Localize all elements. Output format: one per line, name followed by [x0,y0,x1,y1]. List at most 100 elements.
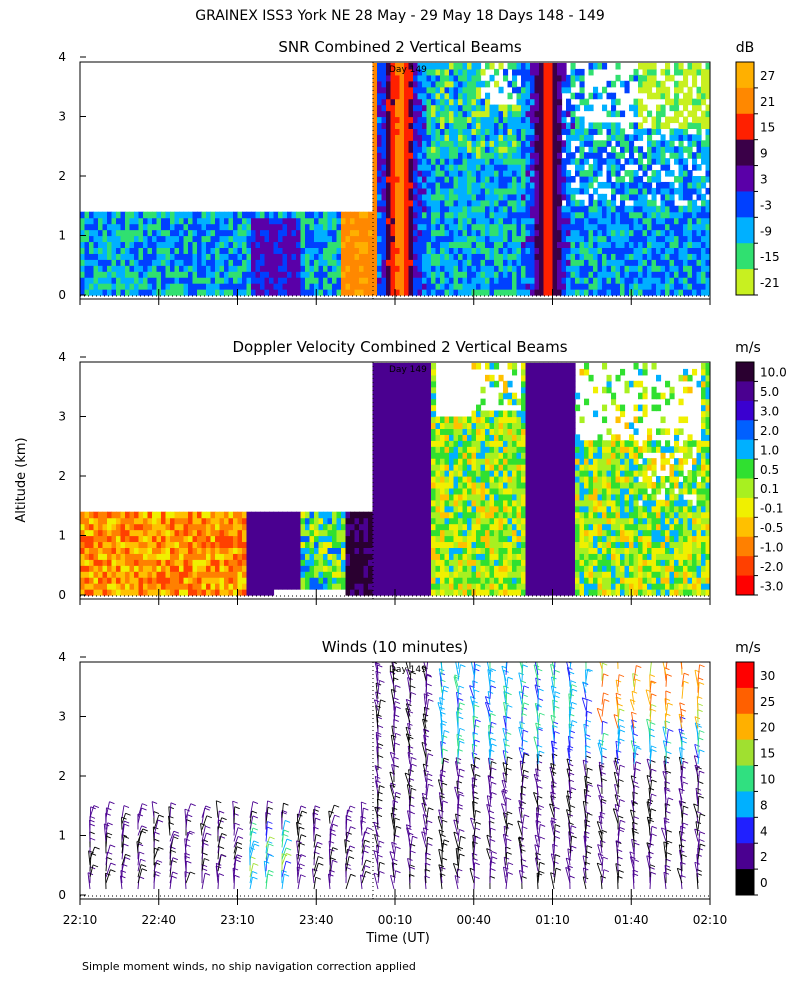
heatmap-cell [179,289,185,296]
heatmap-cell [444,116,450,124]
heatmap-cell [539,134,545,141]
heatmap-cell [530,247,536,254]
heatmap-cell [381,499,387,507]
heatmap-cell [408,223,414,231]
heatmap-cell [453,164,459,171]
heatmap-cell [381,241,387,248]
heatmap-cell [696,253,702,260]
heatmap-cell [237,553,243,560]
heatmap-cell [435,265,441,272]
heatmap-cell [390,80,396,88]
heatmap-cell [107,547,113,554]
heatmap-cell [372,152,378,159]
heatmap-cell [638,205,644,213]
heatmap-cell [179,253,185,260]
heatmap-cell [593,164,599,171]
heatmap-cell [413,434,419,441]
heatmap-cell [611,211,617,219]
heatmap-cell [507,152,513,159]
heatmap-cell [386,535,392,543]
heatmap-cell [449,283,455,290]
heatmap-cell [503,193,509,201]
heatmap-cell [471,68,477,76]
heatmap-cell [381,446,387,453]
heatmap-cell [174,529,180,537]
heatmap-cell [449,205,455,213]
heatmap-cell [174,211,180,219]
heatmap-cell [237,517,243,525]
heatmap-cell [417,152,423,159]
heatmap-cell [404,170,410,177]
heatmap-cell [395,571,401,578]
heatmap-cell [399,428,405,435]
heatmap-cell [525,205,531,213]
heatmap-cell [417,517,423,525]
heatmap-cell [458,283,464,290]
heatmap-cell [296,265,302,272]
heatmap-cell [282,535,288,543]
heatmap-cell [305,511,311,519]
heatmap-cell [305,529,311,537]
heatmap-cell [251,241,257,248]
heatmap-cell [408,398,414,406]
heatmap-cell [273,217,279,225]
heatmap-cell [705,229,710,237]
heatmap-cell [435,181,441,189]
heatmap-cell [593,146,599,153]
heatmap-cell [669,277,675,284]
heatmap-cell [588,104,594,112]
heatmap-cell [372,416,378,424]
heatmap-cell [561,86,567,94]
heatmap-cell [584,271,590,278]
heatmap-cell [516,199,522,207]
heatmap-cell [390,241,396,248]
heatmap-cell [413,511,419,519]
heatmap-cell [408,235,414,243]
heatmap-cell [233,517,239,525]
heatmap-cell [656,170,662,177]
heatmap-cell [156,541,162,548]
heatmap-cell [467,134,473,141]
heatmap-cell [170,571,176,578]
heatmap-cell [323,511,329,519]
heatmap-cell [561,176,567,183]
heatmap-cell [462,199,468,207]
heatmap-cell [89,271,95,278]
heatmap-cell [530,187,536,195]
heatmap-cell [156,241,162,248]
heatmap-cell [309,223,315,231]
heatmap-cell [309,271,315,278]
heatmap-cell [552,235,558,243]
heatmap-cell [264,223,270,231]
heatmap-cell [692,265,698,272]
heatmap-cell [377,164,383,171]
heatmap-cell [350,211,356,219]
heatmap-cell [633,271,639,278]
heatmap-cell [237,223,243,231]
heatmap-cell [395,217,401,225]
heatmap-cell [480,193,486,201]
heatmap-cell [548,98,554,106]
heatmap-cell [435,217,441,225]
heatmap-cell [665,241,671,248]
heatmap-cell [471,110,477,118]
heatmap-cell [102,583,108,590]
heatmap-cell [705,289,710,296]
heatmap-cell [552,116,558,124]
heatmap-cell [80,271,86,278]
heatmap-cell [552,122,558,129]
heatmap-cell [444,122,450,129]
heatmap-cell [642,74,648,82]
heatmap-cell [206,559,212,566]
heatmap-cell [471,253,477,260]
heatmap-cell [683,229,689,237]
heatmap-cell [399,547,405,554]
heatmap-cell [480,158,486,165]
heatmap-cell [575,122,581,129]
heatmap-cell [687,241,693,248]
heatmap-cell [404,253,410,260]
heatmap-cell [84,253,90,260]
heatmap-cell [692,205,698,213]
heatmap-cell [192,541,198,548]
heatmap-cell [404,116,410,124]
